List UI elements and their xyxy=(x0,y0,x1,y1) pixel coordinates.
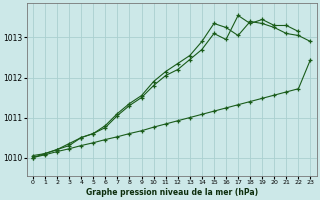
X-axis label: Graphe pression niveau de la mer (hPa): Graphe pression niveau de la mer (hPa) xyxy=(86,188,258,197)
